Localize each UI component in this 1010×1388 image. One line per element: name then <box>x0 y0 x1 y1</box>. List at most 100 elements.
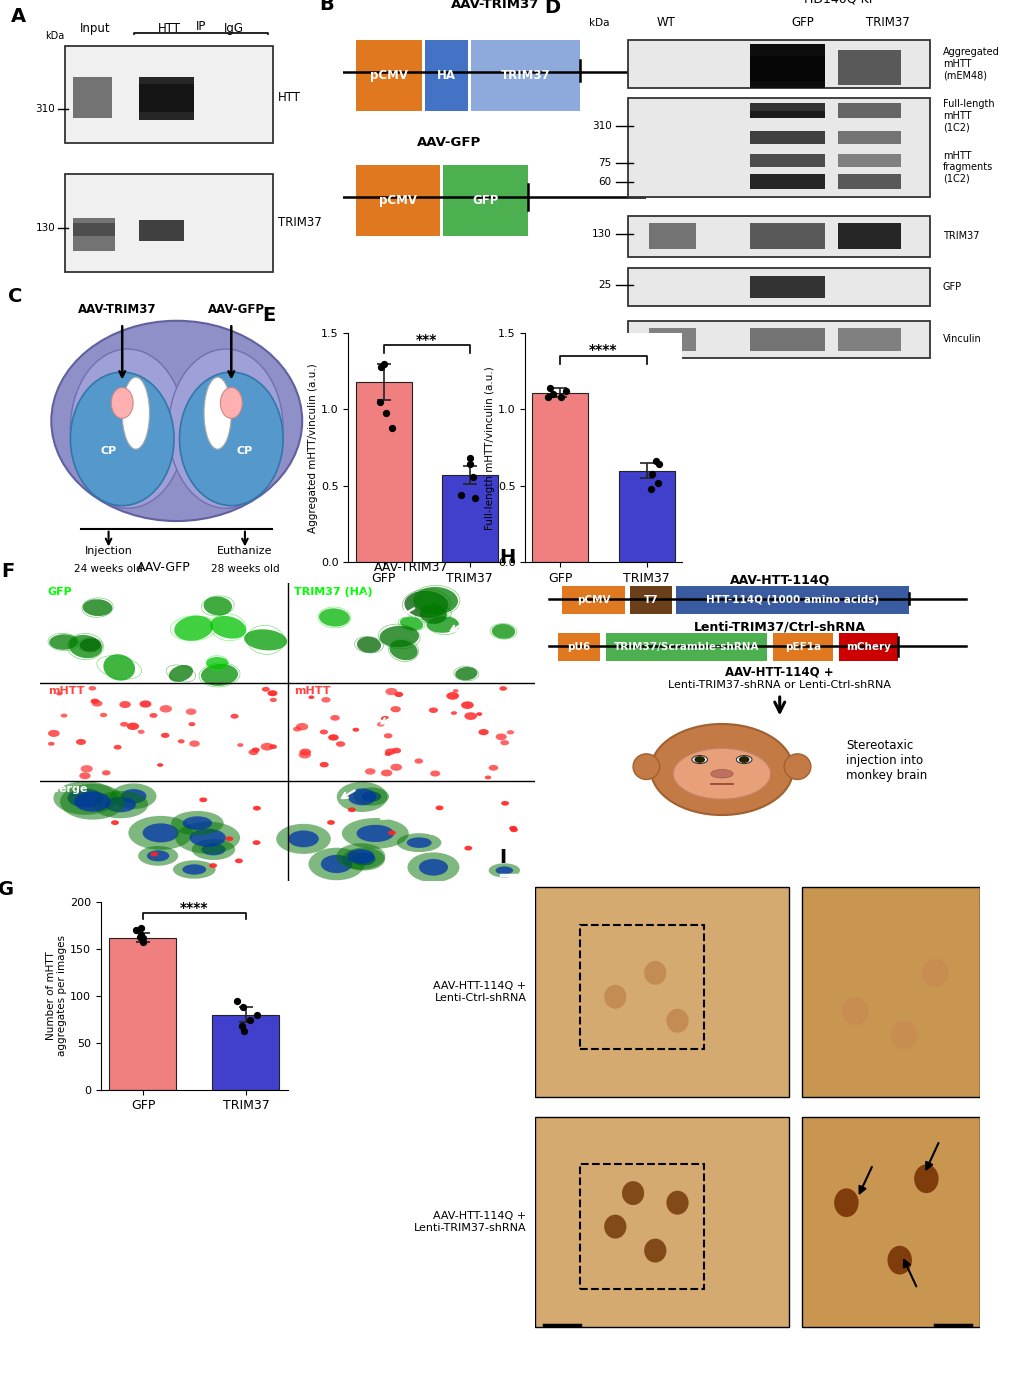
Text: AAV-TRIM37: AAV-TRIM37 <box>450 0 539 11</box>
FancyBboxPatch shape <box>535 1116 789 1327</box>
Text: kDa: kDa <box>589 18 609 28</box>
Point <box>132 924 148 947</box>
Text: 24 weeks old: 24 weeks old <box>75 565 142 575</box>
Point <box>552 386 569 408</box>
Circle shape <box>178 740 185 744</box>
Text: C: C <box>8 287 22 307</box>
Circle shape <box>48 741 55 745</box>
Text: ****: **** <box>180 901 209 915</box>
Text: pCMV: pCMV <box>379 194 417 207</box>
Ellipse shape <box>419 859 448 876</box>
Text: Injection: Injection <box>85 547 132 557</box>
Text: mHTT: mHTT <box>294 686 330 695</box>
Circle shape <box>300 748 311 755</box>
Point <box>373 355 389 378</box>
Text: TRIM37/Scramble-shRNA: TRIM37/Scramble-shRNA <box>614 643 760 652</box>
Point <box>462 454 478 476</box>
Ellipse shape <box>321 855 352 873</box>
FancyBboxPatch shape <box>65 174 273 272</box>
Ellipse shape <box>111 783 157 809</box>
Bar <box>212 1015 280 1090</box>
Text: GFP: GFP <box>473 194 499 207</box>
Circle shape <box>650 725 793 815</box>
Circle shape <box>230 713 238 719</box>
Circle shape <box>100 713 107 718</box>
Circle shape <box>644 1238 667 1263</box>
FancyBboxPatch shape <box>838 175 901 190</box>
Point <box>462 447 478 469</box>
FancyBboxPatch shape <box>558 633 600 662</box>
Ellipse shape <box>93 791 148 819</box>
Text: GFP: GFP <box>47 587 73 597</box>
Text: 310: 310 <box>592 121 612 130</box>
Circle shape <box>501 801 509 805</box>
Text: Merge: Merge <box>294 784 333 794</box>
Ellipse shape <box>54 781 117 815</box>
Text: TRIM37: TRIM37 <box>867 17 910 29</box>
Text: IgG: IgG <box>223 22 243 35</box>
Ellipse shape <box>711 769 733 779</box>
Ellipse shape <box>407 837 431 848</box>
Text: kDa: kDa <box>45 32 65 42</box>
Text: pU6: pU6 <box>567 643 590 652</box>
FancyBboxPatch shape <box>649 223 696 250</box>
Circle shape <box>392 748 401 754</box>
Point <box>542 378 559 400</box>
FancyBboxPatch shape <box>628 40 930 89</box>
FancyBboxPatch shape <box>677 586 909 615</box>
FancyBboxPatch shape <box>838 103 901 118</box>
FancyBboxPatch shape <box>356 40 422 111</box>
Circle shape <box>496 733 507 740</box>
Circle shape <box>237 743 243 747</box>
Bar <box>532 393 589 562</box>
Circle shape <box>352 727 360 731</box>
Circle shape <box>161 733 170 738</box>
Text: HD140Q KI: HD140Q KI <box>804 0 873 6</box>
FancyBboxPatch shape <box>802 887 980 1098</box>
Ellipse shape <box>75 791 111 812</box>
Circle shape <box>186 708 197 715</box>
Ellipse shape <box>489 863 520 877</box>
Ellipse shape <box>204 378 231 450</box>
Circle shape <box>261 743 274 751</box>
Circle shape <box>385 752 392 756</box>
Circle shape <box>321 697 330 702</box>
Text: HTT-114Q (1000 amino acids): HTT-114Q (1000 amino acids) <box>706 595 879 605</box>
Text: AAV-TRIM37: AAV-TRIM37 <box>78 303 156 316</box>
FancyBboxPatch shape <box>425 40 468 111</box>
Ellipse shape <box>52 321 302 520</box>
Text: AAV-HTT-114Q +
Lenti-Ctrl-shRNA: AAV-HTT-114Q + Lenti-Ctrl-shRNA <box>433 981 526 1002</box>
Ellipse shape <box>347 849 375 863</box>
Bar <box>441 475 498 562</box>
Circle shape <box>695 756 705 763</box>
Ellipse shape <box>420 604 446 623</box>
Circle shape <box>489 765 498 770</box>
Ellipse shape <box>244 629 287 651</box>
FancyBboxPatch shape <box>139 85 194 112</box>
Ellipse shape <box>206 657 228 669</box>
Text: AAV-HTT-114Q +: AAV-HTT-114Q + <box>725 666 834 679</box>
Text: AAV-TRIM37: AAV-TRIM37 <box>375 561 448 575</box>
Text: WT: WT <box>656 17 676 29</box>
FancyBboxPatch shape <box>471 40 580 111</box>
Text: TRIM37: TRIM37 <box>943 232 980 242</box>
Circle shape <box>111 820 119 824</box>
Circle shape <box>386 688 397 695</box>
Text: D: D <box>544 0 561 17</box>
Point <box>376 353 392 375</box>
Circle shape <box>149 713 158 718</box>
FancyBboxPatch shape <box>838 223 901 250</box>
Circle shape <box>385 748 396 755</box>
Ellipse shape <box>347 788 377 805</box>
Y-axis label: Full-length mHTT/vinculin (a.u.): Full-length mHTT/vinculin (a.u.) <box>485 366 495 529</box>
Text: 28 weeks old: 28 weeks old <box>211 565 279 575</box>
Circle shape <box>414 758 423 763</box>
Circle shape <box>76 738 86 745</box>
FancyBboxPatch shape <box>838 50 901 85</box>
FancyBboxPatch shape <box>750 223 825 250</box>
FancyBboxPatch shape <box>628 215 930 257</box>
Ellipse shape <box>169 665 193 682</box>
Circle shape <box>114 745 121 750</box>
Point <box>642 477 659 500</box>
FancyBboxPatch shape <box>839 633 898 662</box>
